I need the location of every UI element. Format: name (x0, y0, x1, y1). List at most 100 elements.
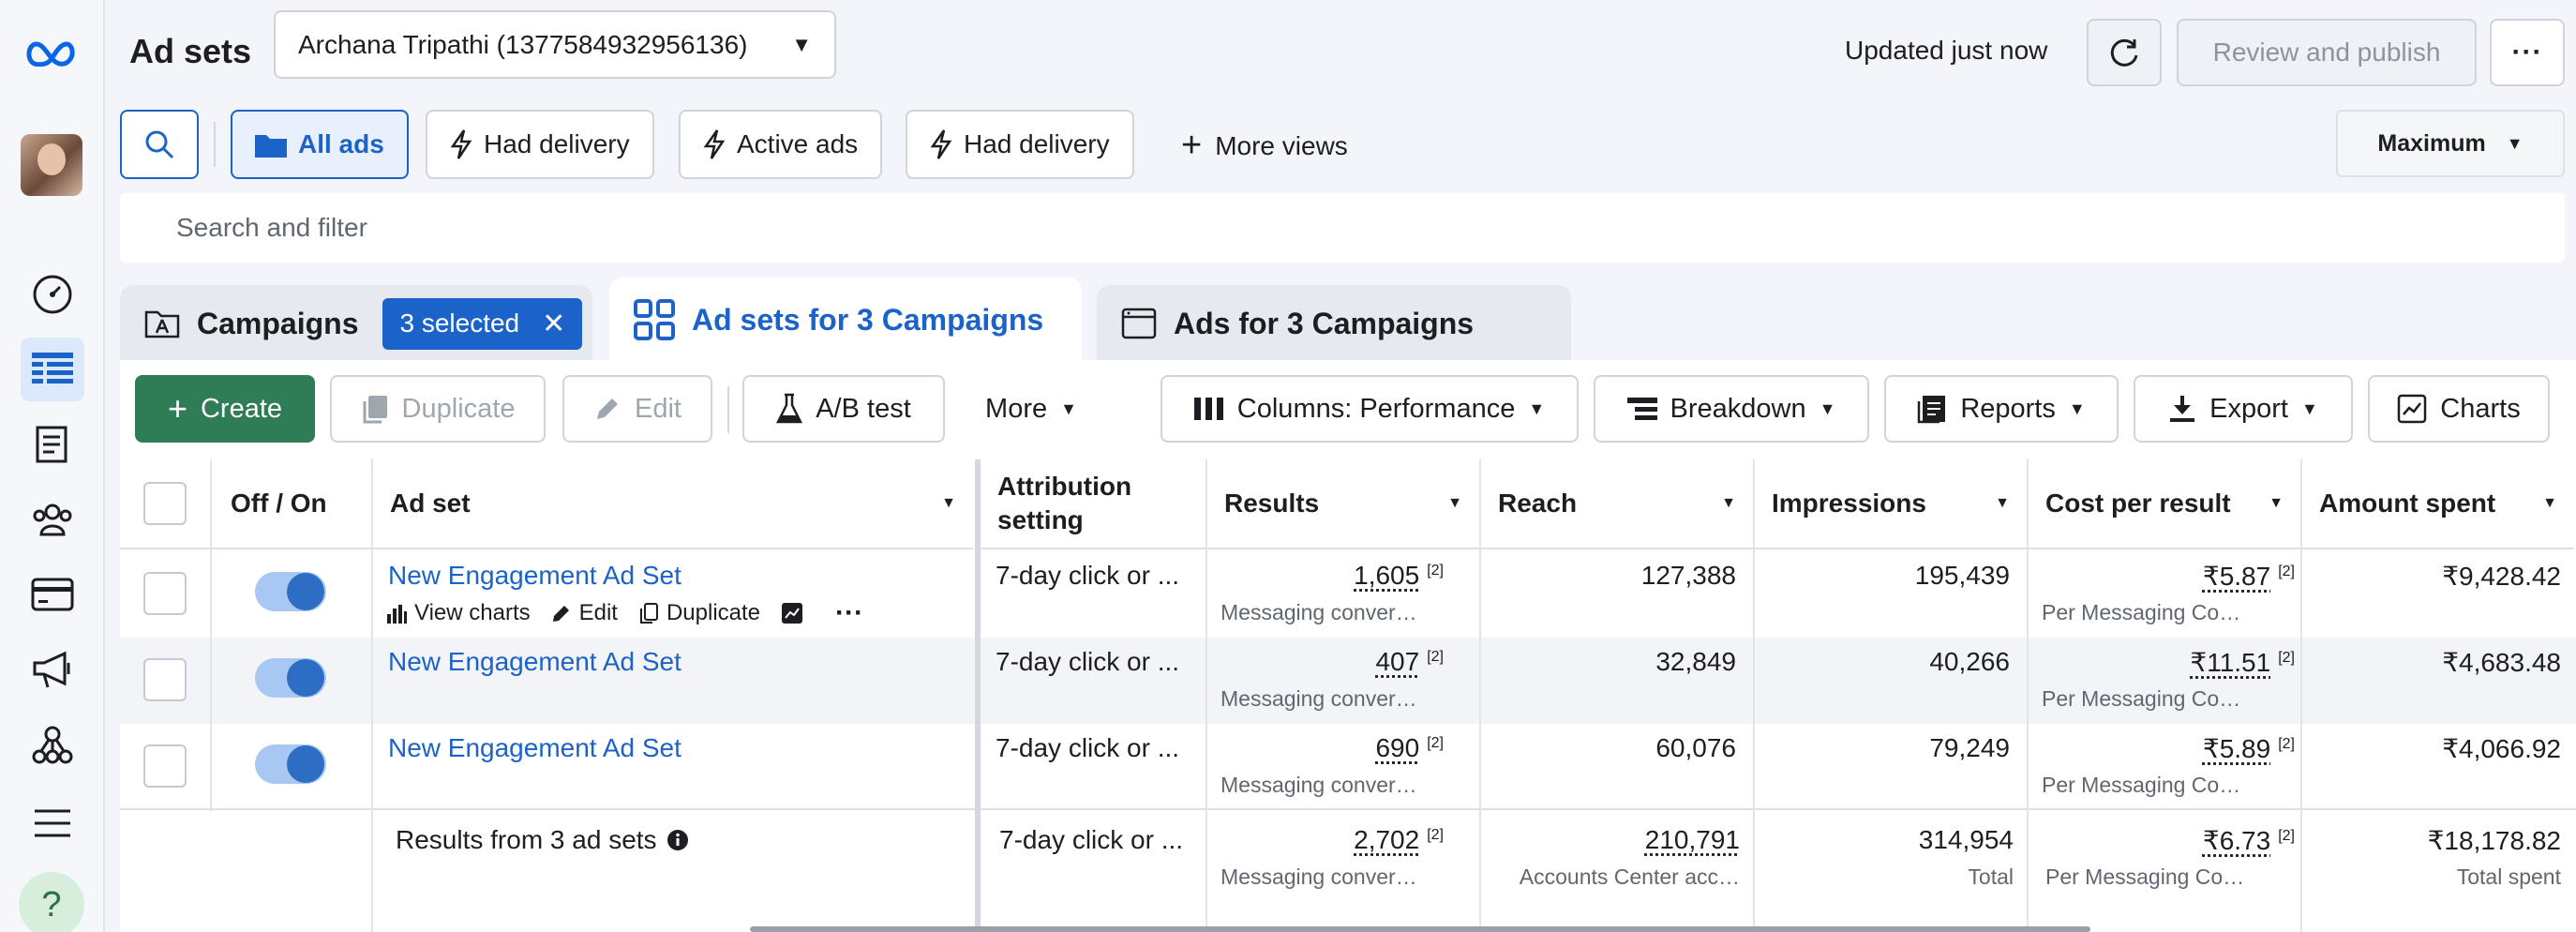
cpr-value: ₹5.87 (2203, 562, 2270, 591)
summary-impressions: 314,954 (1919, 825, 2014, 855)
edit-button[interactable]: Edit (562, 375, 712, 443)
export-button[interactable]: Export ▼ (2134, 375, 2353, 443)
reach-cell: 32,849 (1655, 647, 1736, 677)
row-checkbox[interactable] (143, 572, 187, 615)
more-views-button[interactable]: + More views (1181, 126, 1348, 166)
sort-caret-icon[interactable]: ▼ (2542, 495, 2557, 512)
results-header[interactable]: Results ▼ (1207, 459, 1479, 549)
duplicate-button[interactable]: Duplicate (330, 375, 546, 443)
adset-name-link[interactable]: New Engagement Ad Set (388, 561, 681, 591)
adsets-grid-icon (634, 299, 675, 340)
search-button[interactable] (120, 110, 199, 179)
ads-manager-table-icon[interactable] (21, 338, 84, 401)
row-checkbox[interactable] (143, 744, 187, 788)
cost-per-result-header[interactable]: Cost per result ▼ (2029, 459, 2300, 549)
results-header-label: Results (1224, 489, 1319, 519)
divider (1479, 459, 1481, 932)
search-icon (144, 129, 174, 159)
avatar[interactable] (21, 134, 82, 196)
select-all-checkbox[interactable] (143, 482, 187, 525)
row-checkbox[interactable] (143, 658, 187, 701)
tab-adsets[interactable]: Ad sets for 3 Campaigns (609, 278, 1082, 362)
impressions-cell: 79,249 (1929, 733, 2010, 763)
adset-header[interactable]: Ad set ▼ (373, 459, 973, 549)
create-button[interactable]: + Create (135, 375, 315, 443)
amount-spent-header[interactable]: Amount spent ▼ (2302, 459, 2574, 549)
impressions-cell: 40,266 (1929, 647, 2010, 677)
chevron-down-icon: ▼ (2069, 399, 2086, 419)
info-icon[interactable] (666, 829, 689, 851)
meta-logo-icon[interactable] (21, 21, 84, 84)
view-had-delivery-2[interactable]: Had delivery (906, 110, 1134, 179)
lightning-icon (703, 128, 726, 160)
sort-caret-icon[interactable]: ▼ (1721, 495, 1736, 512)
view-active-ads-label: Active ads (737, 129, 858, 159)
breakdown-button[interactable]: Breakdown ▼ (1594, 375, 1869, 443)
charts-button[interactable]: Charts (2368, 375, 2550, 443)
edit-label: Edit (635, 394, 681, 425)
more-options-icon[interactable]: ··· (2490, 19, 2565, 86)
billing-card-icon[interactable] (21, 563, 84, 626)
dashboard-icon[interactable] (21, 263, 84, 326)
results-cell: 1,605 [2] (1354, 561, 1444, 591)
view-active-ads[interactable]: Active ads (679, 110, 882, 179)
view-all-ads[interactable]: All ads (231, 110, 409, 179)
review-publish-button[interactable]: Review and publish (2177, 19, 2477, 86)
close-icon[interactable]: ✕ (542, 308, 565, 340)
more-button[interactable]: More ▼ (966, 375, 1097, 443)
attribution-cell: 7-day click or ... (996, 647, 1179, 677)
attribution-header[interactable]: Attribution setting (981, 459, 1206, 549)
charts-label: Charts (2440, 394, 2520, 425)
columns-icon (1194, 396, 1224, 422)
footnote: [2] (2278, 828, 2295, 844)
sort-caret-icon[interactable]: ▼ (1995, 495, 2010, 512)
selected-badge[interactable]: 3 selected ✕ (382, 298, 582, 350)
results-type: Messaging conver… (1221, 773, 1417, 798)
ab-test-button[interactable]: A/B test (742, 375, 945, 443)
maximum-dropdown[interactable]: Maximum ▼ (2336, 110, 2565, 177)
chevron-down-icon: ▼ (2301, 399, 2318, 419)
columns-button[interactable]: Columns: Performance ▼ (1161, 375, 1579, 443)
spent-cell: ₹4,066.92 (2442, 733, 2561, 764)
sort-caret-icon[interactable]: ▼ (1447, 495, 1462, 512)
attribution-cell: 7-day click or ... (996, 561, 1179, 591)
megaphone-icon[interactable] (21, 638, 84, 701)
adset-name-link[interactable]: New Engagement Ad Set (388, 647, 681, 677)
page-title: Ad sets (129, 32, 251, 71)
business-network-icon[interactable] (21, 713, 84, 776)
sort-caret-icon[interactable]: ▼ (2269, 495, 2284, 512)
trend-action[interactable] (781, 602, 803, 624)
tab-adsets-label: Ad sets for 3 Campaigns (692, 303, 1043, 338)
footnote: [2] (2278, 736, 2295, 752)
edit-action[interactable]: Edit (551, 600, 618, 626)
account-selector[interactable]: Archana Tripathi (1377584932956136) ▼ (274, 10, 836, 79)
horizontal-scrollbar[interactable] (750, 926, 2090, 932)
sort-caret-icon[interactable]: ▼ (941, 495, 956, 512)
summary-impressions-type: Total (1968, 864, 2014, 890)
view-had-delivery[interactable]: Had delivery (426, 110, 654, 179)
off-on-header[interactable]: Off / On (212, 459, 371, 549)
search-input[interactable]: Search and filter (120, 193, 2565, 263)
refresh-button[interactable] (2087, 19, 2162, 86)
audience-icon[interactable] (21, 488, 84, 551)
chevron-down-icon: ▼ (1528, 399, 1545, 419)
tab-ads[interactable]: Ads for 3 Campaigns (1097, 285, 1571, 362)
reach-header[interactable]: Reach ▼ (1481, 459, 1753, 549)
footnote: [2] (1427, 735, 1444, 751)
delivery-toggle[interactable] (255, 744, 326, 784)
view-charts-action[interactable]: View charts (386, 600, 531, 626)
pages-icon[interactable] (21, 413, 84, 476)
reports-button[interactable]: Reports ▼ (1884, 375, 2119, 443)
impressions-header[interactable]: Impressions ▼ (1755, 459, 2027, 549)
delivery-toggle[interactable] (255, 572, 326, 611)
duplicate-action[interactable]: Duplicate (638, 600, 760, 626)
divider (214, 122, 216, 167)
pencil-icon (593, 395, 622, 423)
menu-icon[interactable] (21, 791, 84, 855)
summary-results-value: 2,702 (1354, 825, 1419, 854)
help-icon[interactable]: ? (19, 872, 84, 932)
more-options-icon[interactable]: ··· (835, 605, 863, 622)
delivery-toggle[interactable] (255, 658, 326, 698)
adset-name-link[interactable]: New Engagement Ad Set (388, 733, 681, 763)
tab-campaigns[interactable]: Campaigns 3 selected ✕ (120, 285, 592, 362)
